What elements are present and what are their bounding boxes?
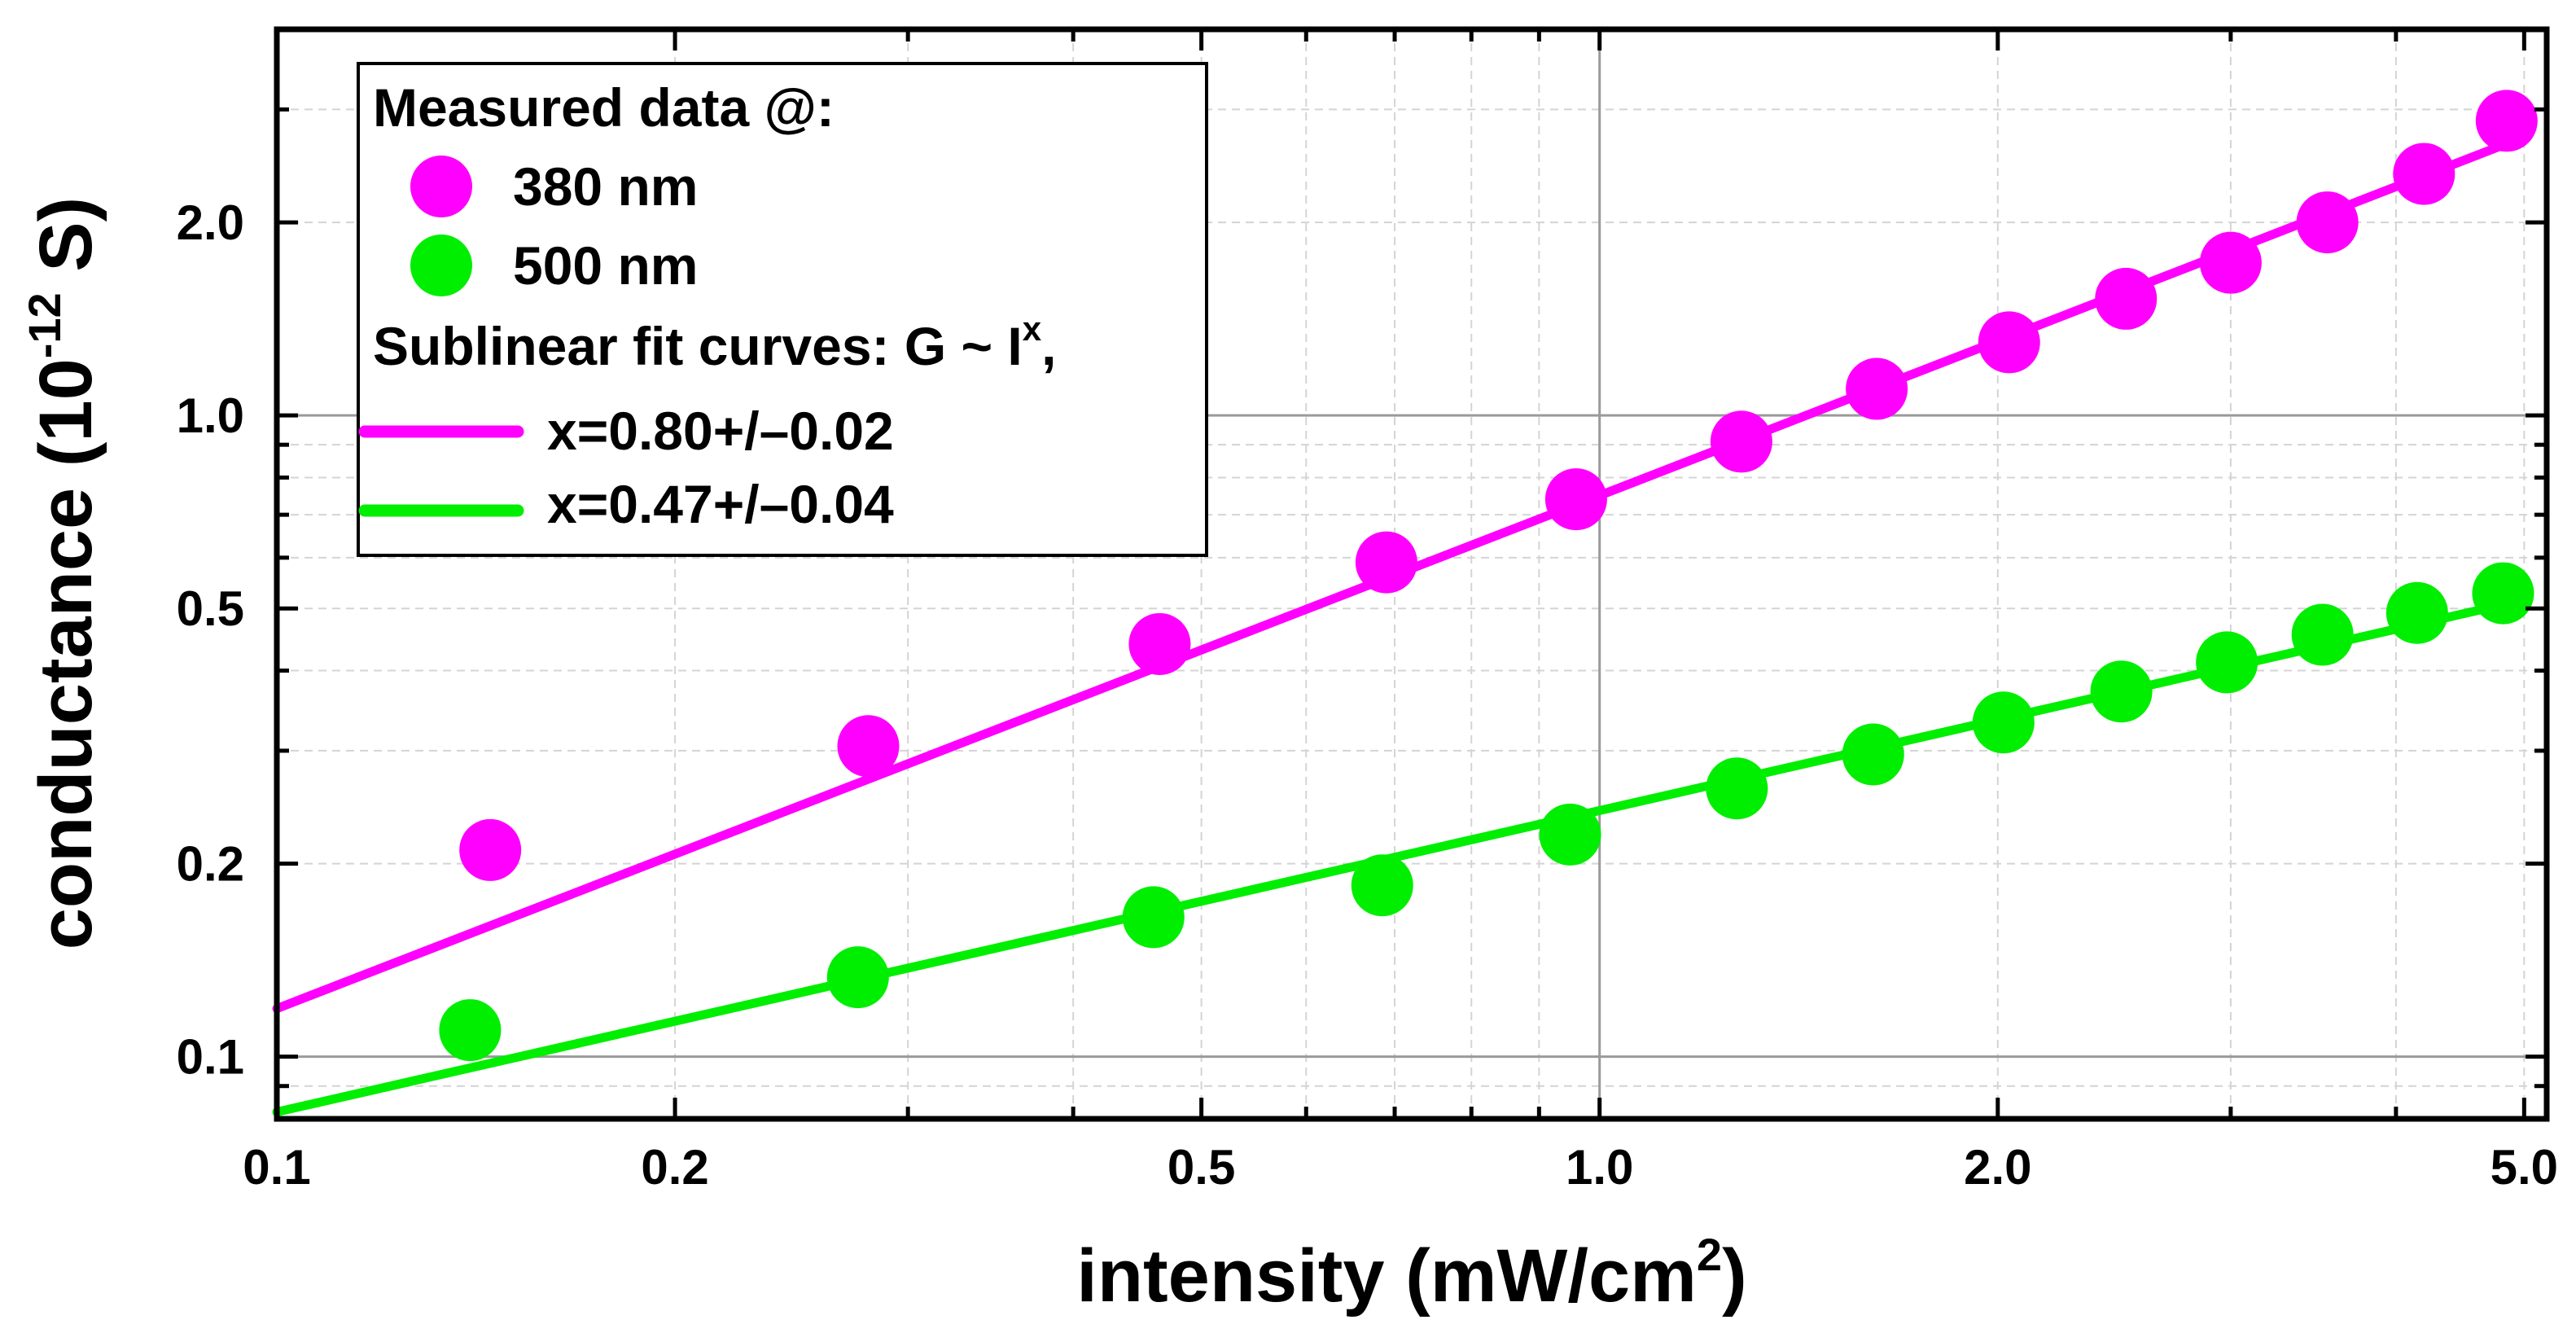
axis-ticks [274, 27, 2547, 1121]
data-point-380nm [1846, 357, 1908, 420]
legend-label-380nm: 380 nm [513, 156, 698, 217]
y-tick-label: 0.1 [177, 1030, 244, 1085]
legend-label-fit-380nm: x=0.80+/–0.02 [547, 401, 894, 461]
data-point-380nm [1710, 410, 1772, 473]
y-tick-label: 1.0 [177, 388, 244, 443]
data-point-380nm [2199, 231, 2262, 294]
x-tick-label: 5.0 [2491, 1140, 2558, 1195]
x-tick-label: 2.0 [1964, 1140, 2031, 1195]
data-point-380nm [1978, 311, 2040, 374]
data-point-380nm [1128, 612, 1191, 675]
x-axis-title: intensity (mW/cm2) [1076, 1229, 1746, 1318]
data-point-380nm [1544, 468, 1607, 531]
data-point-380nm [837, 715, 900, 778]
data-point-500nm [826, 946, 889, 1009]
data-point-500nm [2385, 581, 2448, 644]
legend-marker-380nm [410, 156, 472, 217]
data-point-380nm [2095, 267, 2158, 330]
legend-marker-500nm [410, 235, 472, 296]
data-point-500nm [1972, 691, 2035, 754]
legend: Measured data @: 380 nm 500 nm Sublinear… [357, 62, 1208, 557]
data-point-380nm [1355, 531, 1417, 594]
x-tick-label: 1.0 [1566, 1140, 1633, 1195]
y-tick-label: 0.5 [177, 581, 244, 636]
data-point-380nm [2393, 143, 2456, 205]
data-point-500nm [1842, 723, 1904, 786]
legend-box [357, 62, 1208, 557]
data-point-500nm [2472, 562, 2534, 625]
legend-label-500nm: 500 nm [513, 235, 698, 296]
legend-fit-title: Sublinear fit curves: G ~ Ix, [373, 309, 1056, 376]
legend-label-fit-500nm: x=0.47+/–0.04 [547, 474, 894, 534]
data-point-500nm [1539, 803, 1601, 866]
y-tick-label: 0.2 [177, 837, 244, 892]
x-tick-label: 0.2 [641, 1140, 708, 1195]
plot-frame [274, 26, 2550, 1122]
x-tick-label: 0.1 [243, 1140, 310, 1195]
data-point-380nm [2296, 191, 2359, 254]
data-point-500nm [1122, 886, 1185, 949]
data-point-500nm [439, 999, 502, 1062]
data-point-380nm [2475, 90, 2538, 152]
y-tick-label: 2.0 [177, 195, 244, 250]
data-point-500nm [1351, 854, 1413, 917]
data-points [439, 90, 2538, 1062]
data-point-380nm [459, 818, 522, 881]
data-point-500nm [2090, 660, 2153, 723]
data-point-500nm [2196, 631, 2258, 694]
data-point-500nm [1706, 757, 1768, 820]
legend-title: Measured data @: [373, 77, 835, 138]
tick-labels: 0.1 0.2 0.5 1.0 2.0 5.0 0.1 0.2 0.5 1.0 2.0 [177, 195, 2558, 1195]
x-tick-label: 0.5 [1168, 1140, 1235, 1195]
data-point-500nm [2291, 603, 2354, 666]
y-axis-title: conductance (10-12 S) [19, 197, 107, 949]
